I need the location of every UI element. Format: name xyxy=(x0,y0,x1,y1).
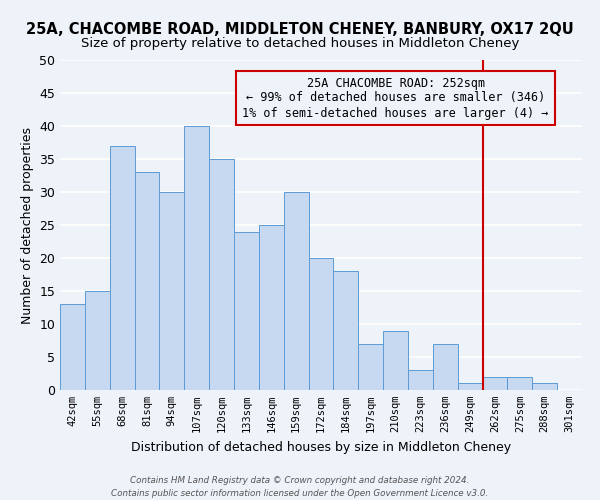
Text: 25A, CHACOMBE ROAD, MIDDLETON CHENEY, BANBURY, OX17 2QU: 25A, CHACOMBE ROAD, MIDDLETON CHENEY, BA… xyxy=(26,22,574,38)
Bar xyxy=(383,330,408,390)
Bar xyxy=(259,225,284,390)
Y-axis label: Number of detached properties: Number of detached properties xyxy=(20,126,34,324)
Bar xyxy=(110,146,134,390)
Bar xyxy=(184,126,209,390)
Text: Contains HM Land Registry data © Crown copyright and database right 2024.
Contai: Contains HM Land Registry data © Crown c… xyxy=(112,476,488,498)
Bar xyxy=(308,258,334,390)
Bar xyxy=(134,172,160,390)
Text: Size of property relative to detached houses in Middleton Cheney: Size of property relative to detached ho… xyxy=(81,38,519,51)
Bar xyxy=(209,159,234,390)
Bar xyxy=(85,291,110,390)
Text: 25A CHACOMBE ROAD: 252sqm
← 99% of detached houses are smaller (346)
1% of semi-: 25A CHACOMBE ROAD: 252sqm ← 99% of detac… xyxy=(242,76,549,120)
Bar xyxy=(60,304,85,390)
Bar xyxy=(433,344,458,390)
Bar xyxy=(160,192,184,390)
Bar xyxy=(284,192,308,390)
Bar xyxy=(334,271,358,390)
X-axis label: Distribution of detached houses by size in Middleton Cheney: Distribution of detached houses by size … xyxy=(131,440,511,454)
Bar xyxy=(458,384,482,390)
Bar xyxy=(482,377,508,390)
Bar xyxy=(408,370,433,390)
Bar xyxy=(358,344,383,390)
Bar xyxy=(508,377,532,390)
Bar xyxy=(234,232,259,390)
Bar xyxy=(532,384,557,390)
